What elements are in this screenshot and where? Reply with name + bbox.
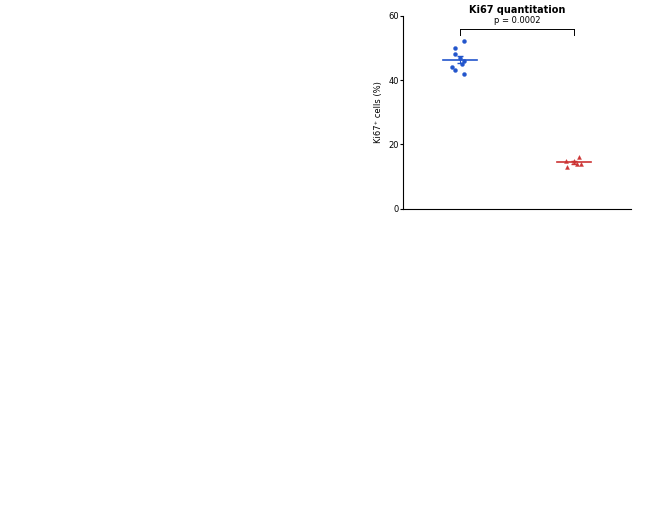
Point <box>449 66 460 75</box>
Point <box>459 69 469 78</box>
Point <box>573 153 584 161</box>
Text: p = 0.0002: p = 0.0002 <box>493 16 540 26</box>
Point <box>569 157 579 165</box>
Point <box>450 50 461 58</box>
Point <box>447 63 458 72</box>
Point <box>450 44 460 52</box>
Point <box>560 157 571 165</box>
Point <box>562 163 572 171</box>
Point <box>459 56 469 65</box>
Y-axis label: Ki67⁺ cells (%): Ki67⁺ cells (%) <box>374 81 383 143</box>
Point <box>576 160 586 168</box>
Point <box>571 160 582 168</box>
Point <box>457 60 467 68</box>
Point <box>459 37 469 45</box>
Point <box>454 53 465 62</box>
Title: Ki67 quantitation: Ki67 quantitation <box>469 5 565 15</box>
